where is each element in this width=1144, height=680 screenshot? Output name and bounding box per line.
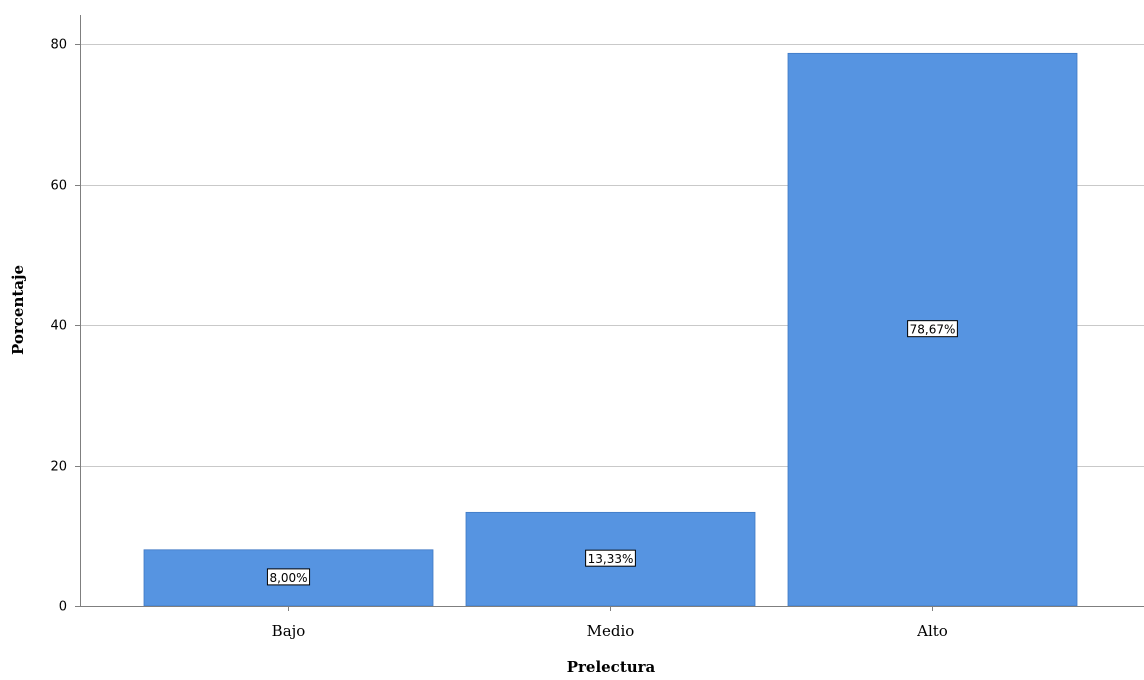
x-axis-title: Prelectura [567,658,656,676]
data-label-box [585,549,636,567]
x-tick-label-medio: Medio [587,622,635,640]
x-tick-label-bajo: Bajo [272,622,306,640]
data-label-text: 13,33% [588,552,634,566]
x-tick-label-alto: Alto [916,622,948,640]
data-label-bajo: 8,00% [266,568,311,586]
axes [75,15,1144,611]
data-label-text: 8,00% [269,571,307,585]
y-tick-label: 40 [50,319,67,334]
data-label-medio: 13,33% [585,549,636,567]
data-label-text: 78,67% [910,323,956,337]
x-tick-labels: Bajo Medio Alto [272,622,948,640]
y-tick-labels: 0 20 40 60 80 [50,38,67,615]
data-label-alto: 78,67% [907,320,958,338]
data-label-box [266,568,311,586]
y-tick-label: 80 [50,38,67,53]
bars [143,52,1078,607]
y-axis-title: Porcentaje [9,265,27,355]
y-tick-label: 60 [50,179,67,194]
data-labels: 8,00% 13,33% 78,67% [266,320,958,586]
y-tick-label: 20 [50,460,67,475]
y-tick-label: 0 [59,600,67,615]
data-label-box [907,320,958,338]
